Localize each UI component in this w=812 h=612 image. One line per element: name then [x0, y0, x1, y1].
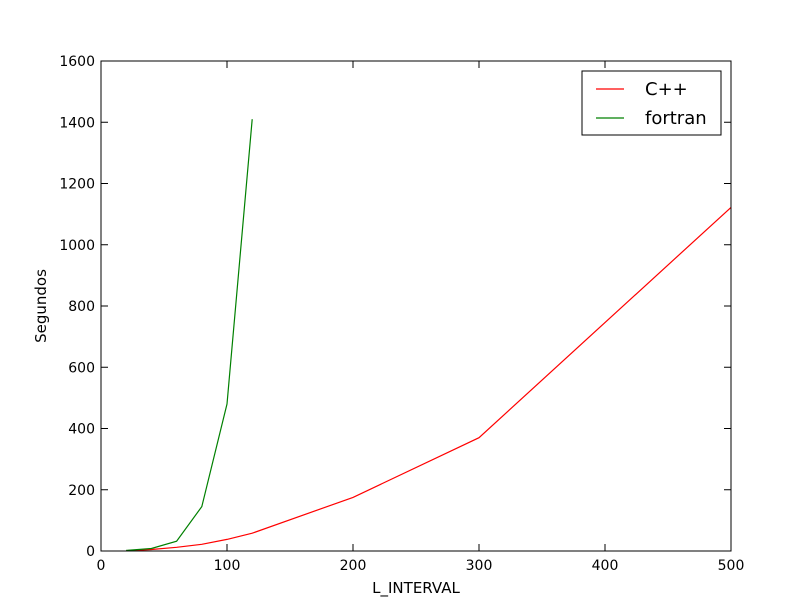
- legend-label-fortran: fortran: [645, 108, 707, 129]
- series-line-cpp: [126, 206, 732, 552]
- series-layer: [126, 119, 732, 552]
- y-axis-label: Segundos: [32, 269, 50, 343]
- y-tick-label: 1200: [59, 177, 95, 193]
- y-tick-label: 1600: [59, 54, 95, 70]
- x-tick-label: 300: [466, 558, 493, 574]
- y-tick-label: 1400: [59, 115, 95, 131]
- y-tick-label: 0: [86, 544, 95, 560]
- legend: C++ fortran: [581, 70, 722, 136]
- y-tick-label: 200: [68, 483, 95, 499]
- x-tick-label: 100: [214, 558, 241, 574]
- y-tick-label: 800: [68, 299, 95, 315]
- x-tick-label: 400: [592, 558, 619, 574]
- x-tick-label: 200: [340, 558, 367, 574]
- ticks-layer: 0 100 200 300 400 500 0 200 400 600 800 1000 1200 140…: [59, 54, 744, 574]
- x-tick-label: 500: [718, 558, 745, 574]
- legend-box: [581, 70, 722, 136]
- y-tick-label: 400: [68, 422, 95, 438]
- x-tick-label: 0: [97, 558, 106, 574]
- y-tick-label: 600: [68, 360, 95, 376]
- legend-label-cpp: C++: [645, 79, 688, 100]
- series-line-fortran: [126, 119, 253, 551]
- x-axis-label: L_INTERVAL: [372, 579, 460, 598]
- y-tick-label: 1000: [59, 238, 95, 254]
